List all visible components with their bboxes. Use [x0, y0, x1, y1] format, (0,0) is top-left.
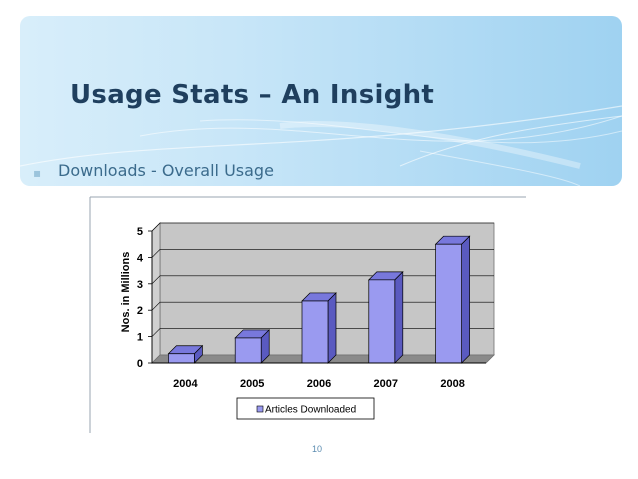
x-axis: 2004 2005 2006 2007 2008	[152, 362, 486, 390]
bullet-text: Downloads - Overall Usage	[58, 161, 274, 180]
bar-side	[394, 270, 404, 364]
bar-front	[168, 353, 195, 364]
y-tick-label: 3	[137, 279, 143, 291]
x-tick-label: 2006	[307, 378, 331, 390]
bar-chart: 0 1 2 3 4 5 2004 2005 2006 2007 2008 Nos. in Mill…	[89, 196, 526, 433]
plot-left-wall	[151, 222, 161, 364]
x-tick-label: 2008	[440, 378, 464, 390]
bar-front	[368, 279, 396, 364]
legend: Articles Downloaded	[236, 397, 375, 420]
bar	[167, 344, 204, 364]
wave-decoration	[20, 105, 622, 186]
slide-title: Usage Stats – An Insight	[70, 80, 435, 110]
gridline	[151, 222, 494, 232]
y-tick-label: 5	[137, 226, 143, 238]
chart-frame: 0 1 2 3 4 5 2004 2005 2006 2007 2008 Nos. in Mill…	[88, 195, 528, 435]
legend-label: Articles Downloaded	[265, 405, 356, 416]
gridline	[151, 249, 494, 258]
y-axis: 0 1 2 3 4 5	[137, 226, 153, 370]
x-tick-label: 2005	[240, 378, 264, 390]
y-tick-label: 2	[137, 305, 143, 317]
y-tick-label: 4	[137, 252, 144, 264]
square-bullet-icon: ▪	[33, 166, 42, 180]
bar	[367, 270, 404, 364]
bar	[301, 292, 337, 364]
bar	[234, 329, 271, 364]
page-number: 10	[312, 444, 323, 454]
y-axis-title: Nos. in Millions	[120, 252, 132, 333]
legend-swatch	[256, 405, 264, 413]
bars	[167, 235, 471, 364]
y-tick-label: 1	[137, 332, 143, 344]
y-tick-label: 0	[137, 358, 143, 370]
bar	[434, 235, 471, 364]
bar-side	[461, 235, 470, 364]
x-tick-label: 2004	[173, 378, 198, 390]
bar-front	[234, 337, 262, 364]
bar-side	[327, 292, 337, 364]
bar-front	[435, 243, 462, 364]
header-band	[20, 16, 622, 186]
legend-box	[236, 397, 375, 420]
x-tick-label: 2007	[374, 378, 398, 390]
bar-front	[301, 300, 329, 364]
